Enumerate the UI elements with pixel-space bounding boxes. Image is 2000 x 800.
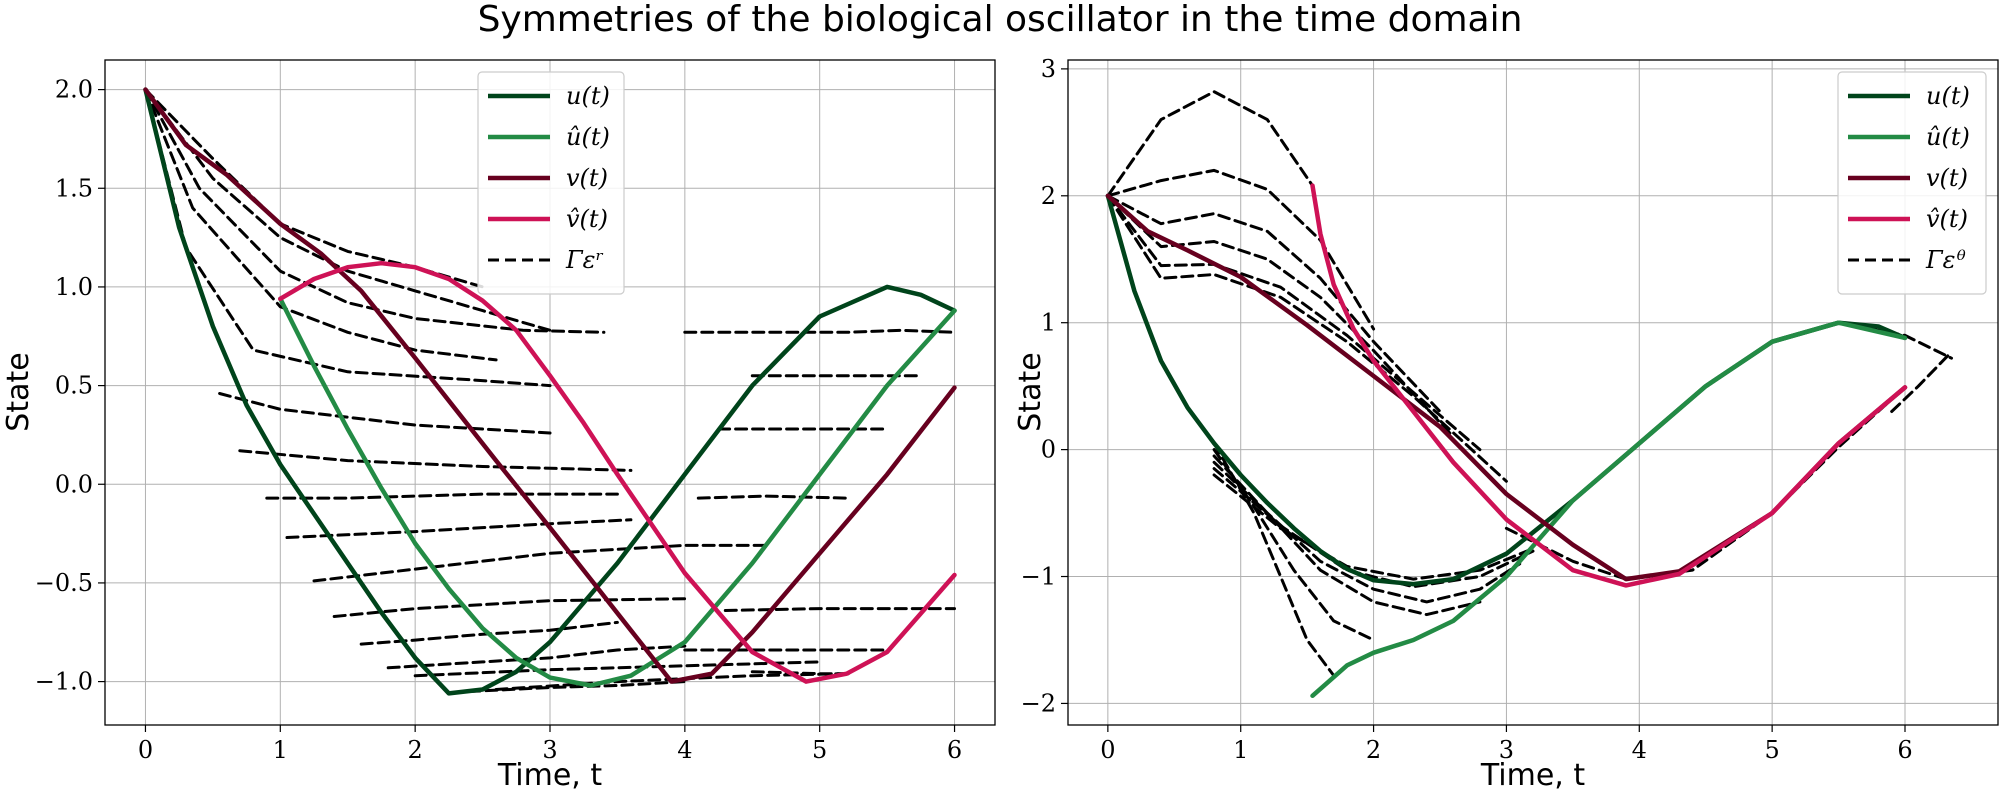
y-axis-label-right: State <box>1013 352 1048 431</box>
x-tick-label: 3 <box>1499 736 1514 764</box>
series-line-v̂(t) <box>278 260 957 684</box>
y-tick-label: 2.0 <box>55 76 93 104</box>
gamma-dashed-curve <box>1890 350 1953 413</box>
gamma-dashed-curve <box>683 328 956 334</box>
y-tick-label: 1 <box>1041 309 1056 337</box>
x-tick-label: 0 <box>138 736 153 764</box>
panel-right-chart: 0 1 2 3 4 5 6 −2 −1 0 1 2 3 Time, t State u(t) û(t) v(… <box>1013 55 1999 793</box>
legend-label: v(t) <box>566 164 608 192</box>
x-tick-label: 6 <box>1897 736 1912 764</box>
legend-right: u(t) û(t) v(t) v̂(t) Γεᶿ <box>1837 71 1987 295</box>
gamma-dashed-curve <box>285 518 633 539</box>
gamma-dashed-curve <box>1106 194 1455 439</box>
series-line-v(t) <box>143 87 957 684</box>
gamma-dashed-curve <box>1106 194 1508 483</box>
gamma-dashed-curve <box>1106 194 1442 413</box>
x-tick-label: 4 <box>677 736 692 764</box>
x-tick-label: 1 <box>1233 736 1248 764</box>
gamma-dashed-curve <box>218 392 552 435</box>
legend-frame-left <box>477 71 625 295</box>
legend-label: v̂(t) <box>1926 205 1968 233</box>
gamma-dashed-curve <box>696 494 849 500</box>
gamma-dashed-curve <box>1106 90 1314 198</box>
x-axis-label-right: Time, t <box>1480 758 1585 793</box>
y-tick-label: 0.0 <box>55 470 93 498</box>
y-tick-label: 2 <box>1041 182 1056 210</box>
legend-label: u(t) <box>566 82 610 110</box>
series-line-û(t) <box>278 296 957 688</box>
gamma-dashed-curve <box>265 492 619 500</box>
gamma-dashed-curve <box>1106 194 1482 452</box>
x-tick-label: 2 <box>1366 736 1381 764</box>
y-tick-label: 1.5 <box>55 174 93 202</box>
x-tick-label: 0 <box>1100 736 1115 764</box>
gamma-dashed-curve <box>144 88 498 362</box>
y-tick-label: −1.0 <box>35 668 93 696</box>
legend-label: v(t) <box>1926 164 1968 192</box>
legend-label: Γεʳ <box>565 246 604 274</box>
x-axis-label-left: Time, t <box>497 758 602 793</box>
x-tick-label: 6 <box>947 736 962 764</box>
gamma-dashed-curve <box>238 449 633 472</box>
x-tick-label: 5 <box>812 736 827 764</box>
gamma-dashed-curve <box>413 660 822 678</box>
legend-label: û(t) <box>566 123 610 151</box>
gamma-dashed-curve <box>144 88 552 332</box>
gamma-dashed-curve <box>1212 473 1535 581</box>
y-tick-label: −1 <box>1021 563 1056 591</box>
y-tick-label: 1.0 <box>55 273 93 301</box>
gamma-dashed-curve <box>312 543 768 583</box>
x-tick-label: 2 <box>408 736 423 764</box>
legend-label: v̂(t) <box>566 205 608 233</box>
legend-label: Γεᶿ <box>1925 246 1967 274</box>
gamma-dashed-curve <box>359 620 619 646</box>
gamma-dashed-curve <box>1106 168 1376 331</box>
gamma-dashed-curve <box>332 597 687 618</box>
gamma-dashed-curve <box>467 680 687 693</box>
legend-label: û(t) <box>1926 123 1970 151</box>
y-tick-label: −0.5 <box>35 569 93 597</box>
x-tick-label: 4 <box>1632 736 1647 764</box>
gamma-dashed-curve <box>1212 467 1535 589</box>
x-tick-label: 5 <box>1765 736 1780 764</box>
series-line-u(t) <box>143 87 957 696</box>
legend-label: u(t) <box>1926 82 1970 110</box>
legend-frame-right <box>1837 71 1987 295</box>
x-tick-label: 3 <box>542 736 557 764</box>
series-line-v̂(t) <box>1310 183 1908 588</box>
gamma-dashed-curve <box>1504 385 1907 581</box>
gamma-dashed-curve <box>144 88 606 334</box>
y-tick-label: 0.5 <box>55 372 93 400</box>
axes-frame-right <box>1067 59 1999 726</box>
series-line-û(t) <box>1310 320 1908 699</box>
y-tick-label: 3 <box>1041 55 1056 83</box>
y-axis-label-left: State <box>1 352 36 431</box>
gamma-dashed-curve <box>723 607 956 612</box>
gamma-dashed-curve <box>1212 454 1482 617</box>
legend-left: u(t) û(t) v(t) v̂(t) Γεʳ <box>477 71 625 295</box>
y-tick-label: −2 <box>1021 689 1056 717</box>
x-tick-label: 1 <box>273 736 288 764</box>
panel-left-chart: 0 1 2 3 4 5 6 −1.0 −0.5 0.0 0.5 1.0 1.5 2.0 Time, t S… <box>1 59 996 793</box>
figure-title: Symmetries of the biological oscillator … <box>477 0 1523 40</box>
gamma-dashed-curve <box>386 644 687 670</box>
y-tick-label: 0 <box>1041 436 1056 464</box>
